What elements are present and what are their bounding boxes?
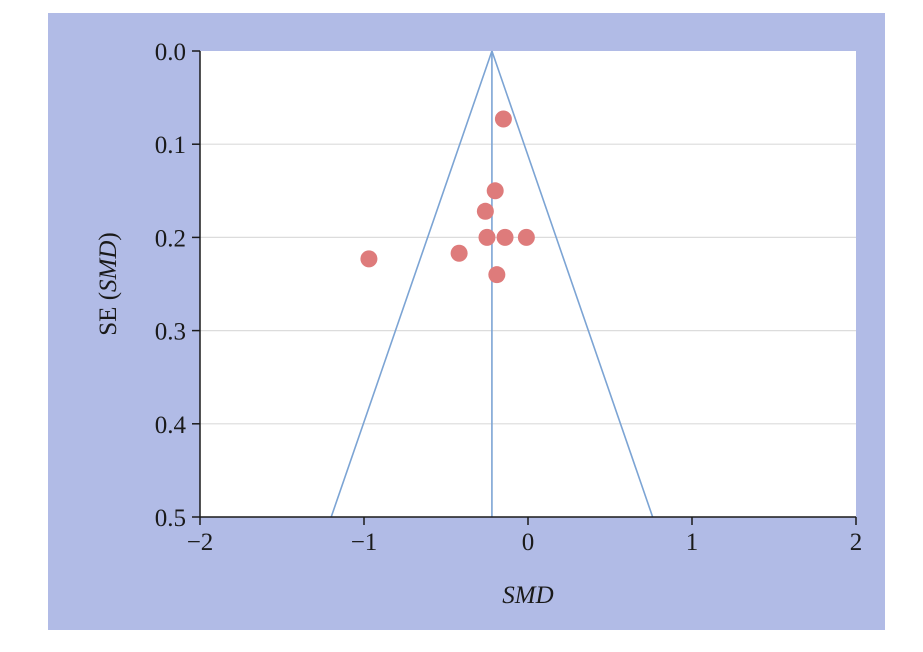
x-tick-label: 0 [522, 529, 535, 556]
data-point [494, 110, 512, 128]
y-tick-label: 0.2 [155, 225, 186, 252]
y-tick-label: 0.1 [155, 132, 186, 159]
y-tick-label: 0.5 [155, 505, 186, 532]
grid-lines [200, 143, 856, 425]
funnel-right-line [491, 50, 654, 518]
x-tick-label: −2 [187, 529, 214, 556]
y-axis-title-suffix: ) [95, 232, 122, 240]
chart-panel: 0.0 0.1 0.2 0.3 0.4 0.5 −2 −1 0 1 2 SMD SE (SMD) [48, 13, 885, 630]
x-tick-label: 2 [850, 529, 863, 556]
axes [192, 50, 857, 525]
y-axis-title-prefix: SE ( [95, 292, 122, 336]
data-point [488, 266, 506, 284]
data-point [476, 202, 494, 220]
data-point [496, 228, 514, 246]
data-point [486, 182, 504, 200]
y-tick-label: 0.3 [155, 319, 186, 346]
y-axis-title: SE (SMD) [95, 232, 122, 335]
x-tick-label: −1 [351, 529, 378, 556]
data-point [360, 250, 378, 268]
funnel-plot: 0.00.10.20.30.40.5−2 −1 0 1 2 SMD SE (SMD) [95, 39, 863, 609]
y-tick-label: 0.0 [155, 39, 186, 66]
plot-area [200, 51, 856, 517]
y-axis-title-italic: SMD [95, 241, 122, 292]
x-tick-label: 1 [686, 529, 699, 556]
funnel-left-line [330, 50, 493, 518]
tick-labels: 0.0 0.1 0.2 0.3 0.4 0.5−2 −1 0 1 2 [155, 39, 863, 556]
data-point [478, 228, 496, 246]
data-point [517, 228, 535, 246]
funnel-lines [330, 50, 654, 518]
x-axis-title: SMD [502, 582, 553, 609]
y-tick-label: 0.4 [155, 412, 187, 439]
data-points [360, 110, 535, 284]
data-point [450, 244, 468, 262]
